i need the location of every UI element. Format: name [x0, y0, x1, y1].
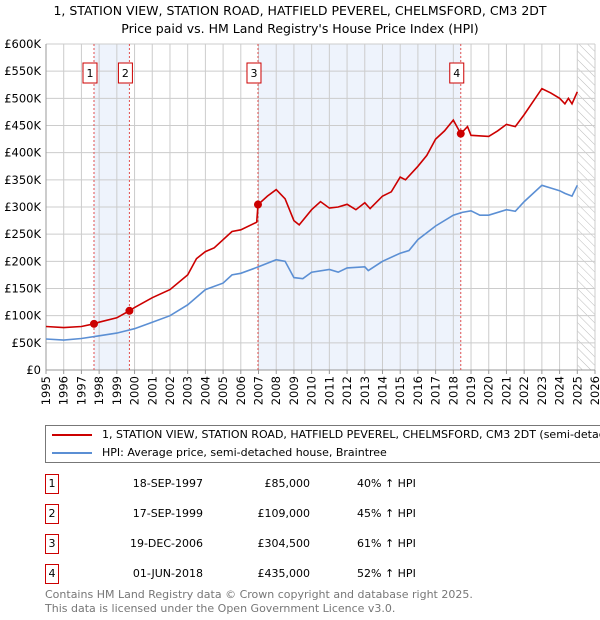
legend-swatch-red: [52, 434, 92, 436]
sale-marker-badge: [449, 62, 465, 84]
x-tick-label: 1996: [57, 376, 71, 405]
sale-marker-badge: [246, 62, 262, 84]
legend-label: 1, STATION VIEW, STATION ROAD, HATFIELD …: [102, 428, 600, 441]
x-tick-label: 2025: [570, 376, 584, 405]
sale-price: £304,500: [257, 537, 311, 550]
y-tick-label: £250K: [4, 227, 41, 241]
x-tick-label: 2007: [252, 376, 266, 405]
series-line-hpi: [45, 184, 579, 341]
x-tick-label: 2022: [517, 376, 531, 405]
price-chart: 1995 1996 1997 1998 1999 2000 2001 2002 2003 2004…: [4, 37, 600, 405]
y-tick-label: £450K: [4, 119, 41, 133]
y-tick-label: £350K: [4, 173, 41, 187]
x-tick-label: 2009: [287, 376, 301, 405]
x-tick-label: 2002: [163, 376, 177, 405]
chart-subtitle: Price paid vs. HM Land Registry's House …: [121, 21, 479, 36]
legend-label: HPI: Average price, semi-detached house,…: [102, 446, 387, 459]
x-tick-label: 1995: [39, 376, 53, 405]
sale-hpi-diff: 61% ↑ HPI: [357, 537, 416, 550]
x-tick-label: 2026: [588, 376, 600, 405]
x-tick-label: 2004: [198, 376, 212, 405]
x-tick-label: 2003: [181, 376, 195, 405]
sale-marker-label: 3: [250, 67, 257, 80]
x-tick-label: 1998: [92, 376, 106, 405]
x-tick-label: 2017: [429, 376, 443, 405]
x-tick-label: 2015: [393, 376, 407, 405]
series-line-property: [45, 87, 579, 329]
sale-date: 18-SEP-1997: [132, 477, 203, 490]
x-tick-label: 2013: [358, 376, 372, 405]
sale-marker-badge: 3: [45, 534, 59, 554]
sale-date: 17-SEP-1999: [132, 507, 203, 520]
sale-marker-label: 2: [122, 67, 129, 80]
y-tick-label: £200K: [4, 254, 41, 268]
legend-item-property: 1, STATION VIEW, STATION ROAD, HATFIELD …: [52, 427, 600, 443]
x-tick-label: 1997: [74, 376, 88, 405]
y-tick-label: £550K: [4, 64, 41, 78]
x-tick-label: 2006: [234, 376, 248, 405]
y-tick-label: £100K: [4, 309, 41, 323]
x-tick-label: 2020: [482, 376, 496, 405]
legend-item-hpi: HPI: Average price, semi-detached house,…: [52, 445, 387, 461]
sale-point: [125, 306, 134, 315]
sale-date: 19-DEC-2006: [129, 537, 203, 550]
y-tick-label: £150K: [4, 282, 41, 296]
y-tick-label: £600K: [4, 37, 41, 51]
footer-copyright: Contains HM Land Registry data © Crown c…: [45, 588, 473, 601]
sale-price: £435,000: [257, 567, 311, 580]
x-tick-label: 2024: [553, 376, 567, 405]
sale-marker-badge: [117, 62, 133, 84]
x-tick-label: 2012: [340, 376, 354, 405]
x-tick-label: 2000: [128, 376, 142, 405]
x-tick-label: 2019: [464, 376, 478, 405]
sale-point: [456, 129, 465, 138]
y-tick-label: £300K: [4, 200, 41, 214]
sale-point: [253, 200, 262, 209]
sale-date: 01-JUN-2018: [132, 567, 203, 580]
x-tick-label: 2014: [375, 376, 389, 405]
y-tick-label: £500K: [4, 91, 41, 105]
x-tick-label: 2021: [499, 376, 513, 405]
y-tick-label: £400K: [4, 146, 41, 160]
y-tick-label: £0: [26, 363, 41, 377]
sale-hpi-diff: 45% ↑ HPI: [357, 507, 416, 520]
sale-hpi-diff: 40% ↑ HPI: [357, 477, 416, 490]
sale-marker-badge: [82, 62, 98, 84]
legend-swatch-blue: [52, 452, 92, 454]
sale-point: [89, 319, 98, 328]
sale-marker-label: 1: [86, 67, 93, 80]
x-tick-label: 2018: [446, 376, 460, 405]
sale-price: £109,000: [257, 507, 311, 520]
legend: 1, STATION VIEW, STATION ROAD, HATFIELD …: [45, 425, 600, 463]
sale-marker-badge: 1: [45, 474, 59, 494]
y-tick-label: £50K: [12, 336, 42, 350]
x-tick-label: 2023: [535, 376, 549, 405]
chart-title: 1, STATION VIEW, STATION ROAD, HATFIELD …: [53, 3, 547, 18]
x-tick-label: 2016: [411, 376, 425, 405]
x-tick-label: 2008: [269, 376, 283, 405]
sale-marker-label: 4: [453, 67, 460, 80]
x-tick-label: 2001: [145, 376, 159, 405]
x-tick-label: 2010: [305, 376, 319, 405]
x-tick-label: 2005: [216, 376, 230, 405]
x-tick-label: 2011: [322, 376, 336, 405]
sale-hpi-diff: 52% ↑ HPI: [357, 567, 416, 580]
sale-marker-badge: 4: [45, 564, 59, 584]
sale-marker-badge: 2: [45, 504, 59, 524]
sale-price: £85,000: [264, 477, 311, 490]
x-tick-label: 1999: [110, 376, 124, 405]
footer-licence: This data is licensed under the Open Gov…: [45, 602, 396, 615]
